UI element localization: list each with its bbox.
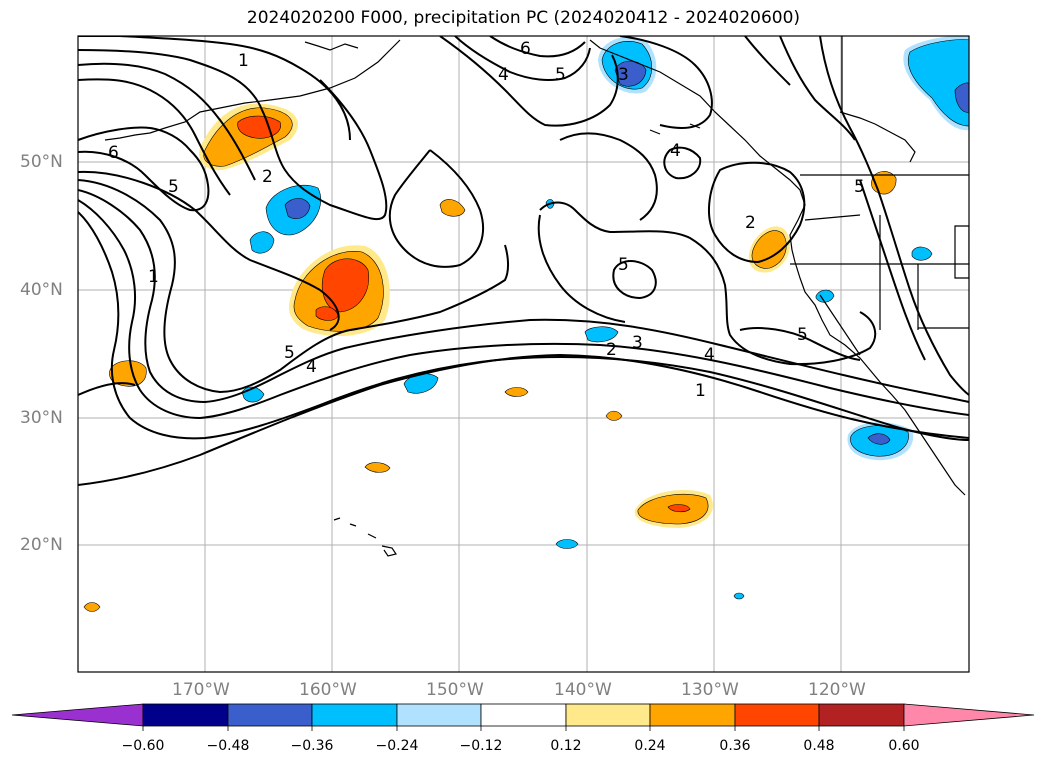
colorbar-segment <box>649 703 736 727</box>
contour-label: 6 <box>108 143 119 163</box>
lon-label-130w: 130°W <box>681 680 739 700</box>
colorbar-segment <box>565 703 651 727</box>
contour-label: 5 <box>555 65 566 85</box>
colorbar-tick-label: 0.36 <box>719 738 751 754</box>
colorbar-segment <box>734 703 820 727</box>
map-title: 2024020200 F000, precipitation PC (20240… <box>246 8 801 28</box>
contour-label: 6 <box>520 39 531 59</box>
contour-label: 2 <box>745 213 756 233</box>
graticule <box>78 36 969 672</box>
lat-label-20n: 20°N <box>20 535 63 555</box>
colorbar-tick-label: 0.12 <box>550 738 582 754</box>
colorbar-tick-label: −0.24 <box>375 738 419 754</box>
lon-label-140w: 140°W <box>554 680 612 700</box>
colorbar-segment <box>227 703 313 727</box>
colorbar-segment <box>480 703 567 727</box>
contour-label: 4 <box>306 357 317 377</box>
colorbar-extend-high <box>903 703 1035 727</box>
contour-label: 5 <box>854 177 865 197</box>
lon-label-170w: 170°W <box>172 680 230 700</box>
colorbar-segment <box>396 703 482 727</box>
lon-label-150w: 150°W <box>426 680 484 700</box>
lat-label-30n: 30°N <box>20 408 63 428</box>
colorbar-tick-label: 0.60 <box>888 738 920 754</box>
colorbar-extend-low <box>11 703 144 727</box>
lat-label-50n: 50°N <box>20 152 63 172</box>
colorbar-segment <box>818 703 905 727</box>
contour-label: 5 <box>168 177 179 197</box>
contour-label: 2 <box>606 340 617 360</box>
shaded-anomalies <box>83 36 969 612</box>
colorbar-segment <box>142 703 229 727</box>
coastlines <box>104 36 969 557</box>
colorbar-segment <box>311 703 398 727</box>
contour-label: 3 <box>632 333 643 353</box>
lon-label-120w: 120°W <box>808 680 866 700</box>
contour-label: 3 <box>618 65 629 85</box>
colorbar <box>11 703 1035 731</box>
colorbar-tick-label: −0.48 <box>206 738 250 754</box>
contour-label: 4 <box>704 345 715 365</box>
contour-label: 5 <box>797 325 808 345</box>
contour-label: 2 <box>262 167 273 187</box>
lat-label-40n: 40°N <box>20 280 63 300</box>
contour-label: 1 <box>148 267 159 287</box>
map-frame <box>77 35 970 673</box>
contour-label: 5 <box>618 255 629 275</box>
contour-labels: 1 6 2 4 5 6 5 3 4 2 1 5 5 2 3 4 1 5 4 5 <box>108 39 865 401</box>
contour-label: 1 <box>695 381 706 401</box>
contour-label: 4 <box>670 141 681 161</box>
lon-label-160w: 160°W <box>299 680 357 700</box>
contour-label: 4 <box>498 65 509 85</box>
contour-label: 1 <box>238 51 249 71</box>
colorbar-tick-label: 0.24 <box>634 738 666 754</box>
colorbar-tick-label: 0.48 <box>803 738 835 754</box>
contour-label: 5 <box>284 343 295 363</box>
contours <box>78 36 969 486</box>
colorbar-tick-label: −0.60 <box>121 738 165 754</box>
colorbar-tick-label: −0.12 <box>459 738 503 754</box>
colorbar-tick-label: −0.36 <box>290 738 334 754</box>
